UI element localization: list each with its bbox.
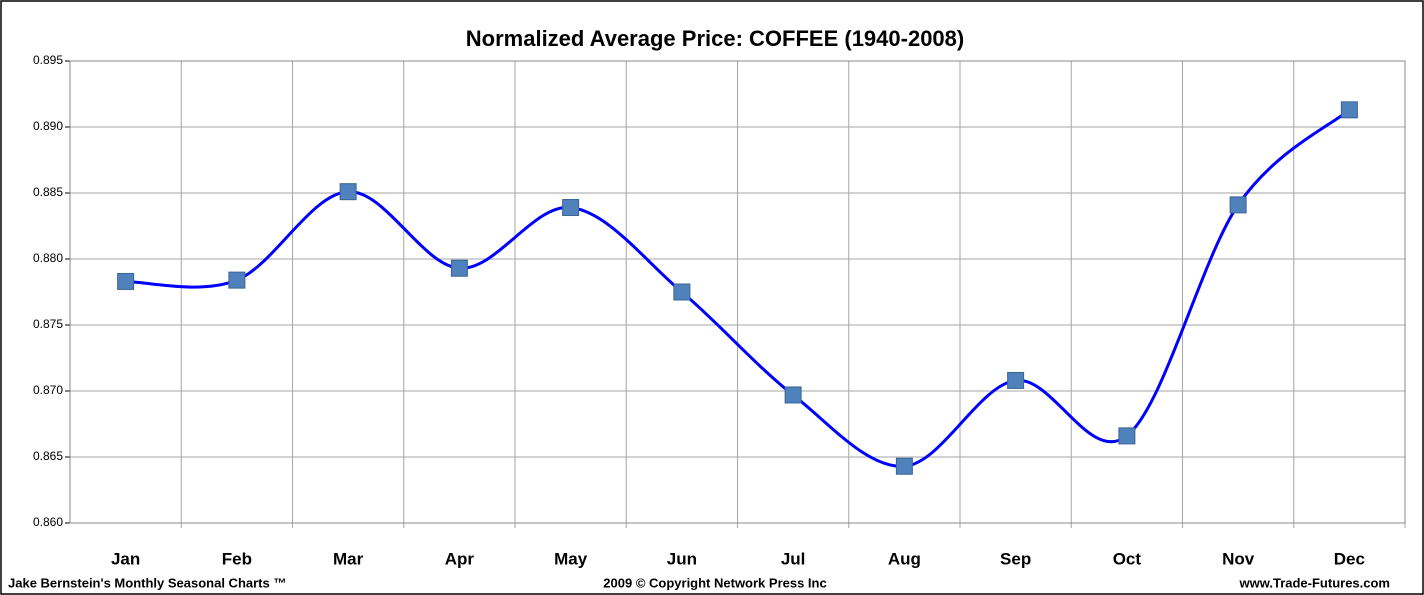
- x-tick-label: Feb: [222, 549, 252, 568]
- marker: [117, 272, 135, 290]
- x-tick-label: Sep: [1000, 549, 1031, 568]
- footer-left: Jake Bernstein's Monthly Seasonal Charts…: [8, 575, 286, 590]
- marker: [450, 259, 468, 277]
- y-tick-label: 0.880: [33, 251, 63, 265]
- x-tick-label: Mar: [333, 549, 364, 568]
- marker: [784, 386, 802, 404]
- y-tick-label: 0.890: [33, 119, 63, 133]
- x-tick-label: Aug: [888, 549, 921, 568]
- x-tick-label: Nov: [1222, 549, 1255, 568]
- marker: [1229, 196, 1247, 214]
- x-tick-label: Jul: [781, 549, 806, 568]
- x-tick-label: Apr: [445, 549, 475, 568]
- y-tick-label: 0.885: [33, 185, 63, 199]
- x-tick-label: Dec: [1334, 549, 1365, 568]
- x-tick-label: Jan: [111, 549, 140, 568]
- marker: [1340, 101, 1358, 119]
- marker: [1007, 371, 1025, 389]
- y-tick-label: 0.895: [33, 53, 63, 67]
- x-tick-label: Oct: [1113, 549, 1142, 568]
- marker: [339, 183, 357, 201]
- marker: [1118, 427, 1136, 445]
- marker: [673, 283, 691, 301]
- x-tick-label: Jun: [667, 549, 697, 568]
- y-tick-label: 0.870: [33, 383, 63, 397]
- y-tick-label: 0.860: [33, 515, 63, 529]
- plot-border: [69, 60, 1406, 524]
- x-tick-label: May: [554, 549, 588, 568]
- marker: [895, 457, 913, 475]
- y-tick-label: 0.875: [33, 317, 63, 331]
- marker: [228, 271, 246, 289]
- footer-center: 2009 © Copyright Network Press Inc: [603, 575, 826, 590]
- chart-title: Normalized Average Price: COFFEE (1940-2…: [466, 26, 964, 51]
- marker: [562, 199, 580, 217]
- y-tick-label: 0.865: [33, 449, 63, 463]
- footer-right: www.Trade-Futures.com: [1239, 575, 1391, 590]
